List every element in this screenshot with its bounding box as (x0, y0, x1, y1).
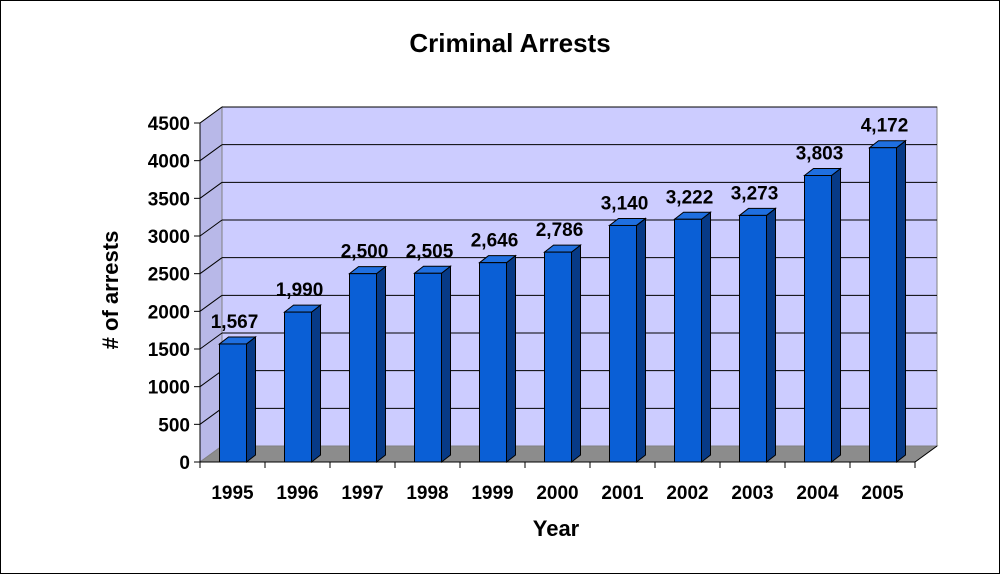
x-tick-label: 1997 (341, 483, 383, 504)
y-tick-label: 1000 (148, 378, 190, 399)
y-tick-label: 2500 (148, 265, 190, 286)
bars (218, 139, 907, 464)
gridline-side (199, 257, 223, 275)
bar-side (506, 254, 516, 464)
gridline-side (199, 144, 223, 162)
y-tick-label: 500 (158, 415, 190, 436)
x-tick-label: 1999 (471, 483, 513, 504)
y-tick-label: 4500 (148, 114, 190, 135)
x-axis-title: Year (533, 516, 580, 541)
y-tick-labels: 0 500 1000 1500 2000 2500 3000 3500 4000 4500 (148, 114, 190, 474)
gridline-side (199, 407, 223, 425)
bar-side (701, 211, 711, 464)
y-axis-title: # of arrests (98, 231, 123, 350)
chart-title: Criminal Arrests (409, 28, 610, 58)
y-tick-label: 0 (179, 453, 190, 474)
bar-2001 (608, 217, 647, 464)
bar-front (739, 214, 767, 463)
x-tick-label: 2002 (666, 483, 708, 504)
gridline-side (199, 219, 223, 237)
x-tick-label: 1996 (276, 483, 318, 504)
bar-side (636, 217, 646, 464)
data-label: 1,990 (276, 280, 324, 301)
y-tick-label: 2000 (148, 302, 190, 323)
bar-side (831, 167, 841, 464)
x-tick-label: 2004 (796, 483, 839, 504)
y-tick-label: 4000 (148, 152, 190, 173)
x-tick-label: 1998 (406, 483, 448, 504)
data-label: 2,786 (536, 220, 584, 241)
bar-2004 (803, 167, 842, 464)
data-label: 4,172 (861, 116, 909, 137)
x-tick-label: 2000 (536, 483, 578, 504)
x-tick-label: 2005 (861, 483, 904, 504)
bar-side (246, 335, 256, 464)
bar-2002 (673, 211, 712, 464)
bar-front (609, 224, 637, 463)
y-tick-label: 1500 (148, 340, 190, 361)
gridline-side (199, 332, 223, 350)
bar-front (869, 147, 897, 463)
bar-side (311, 304, 321, 464)
bar-front (674, 218, 702, 463)
bar-side (441, 265, 451, 464)
bar-2003 (738, 207, 777, 464)
gridline-side (199, 106, 223, 124)
bar-side (376, 265, 386, 464)
data-label: 2,505 (406, 241, 454, 262)
data-label: 2,500 (341, 242, 389, 263)
bar-1998 (413, 265, 452, 464)
bar-front (804, 175, 832, 463)
bar-front (544, 251, 572, 463)
x-tick-label: 1995 (211, 483, 254, 504)
bar-front (479, 262, 507, 463)
x-tick-labels: 1995 1996 1997 1998 1999 2000 2001 2002 2003 2004… (211, 483, 904, 504)
plot-side-wall (199, 106, 223, 463)
bar-2000 (543, 244, 582, 464)
data-label: 3,273 (731, 183, 779, 204)
bar-side (571, 244, 581, 464)
bar-front (219, 343, 247, 463)
y-tick-label: 3500 (148, 189, 190, 210)
bar-front (284, 311, 312, 463)
bar-side (766, 207, 776, 464)
bar-side (896, 139, 906, 464)
x-tick-label: 2001 (601, 483, 644, 504)
gridline-side (199, 370, 223, 388)
bar-front (414, 272, 442, 463)
bar-1996 (283, 304, 322, 464)
data-label: 3,222 (666, 187, 714, 208)
y-tick-label: 3000 (148, 227, 190, 248)
data-label: 3,140 (601, 193, 649, 214)
bar-1995 (218, 335, 257, 464)
data-label: 3,803 (796, 144, 844, 165)
gridline-side (199, 294, 223, 312)
bar-1997 (348, 265, 387, 464)
x-tick-label: 2003 (731, 483, 773, 504)
bar-front (349, 273, 377, 463)
x-axis-depth-line (914, 445, 938, 463)
data-label: 1,567 (211, 312, 259, 333)
gridline-side (199, 181, 223, 199)
bar-2005 (868, 139, 907, 464)
bar-1999 (478, 254, 517, 464)
data-label: 2,646 (471, 231, 519, 252)
data-labels: 1,567 1,990 2,500 2,505 2,646 2,786 3,140 3,222… (211, 116, 909, 333)
